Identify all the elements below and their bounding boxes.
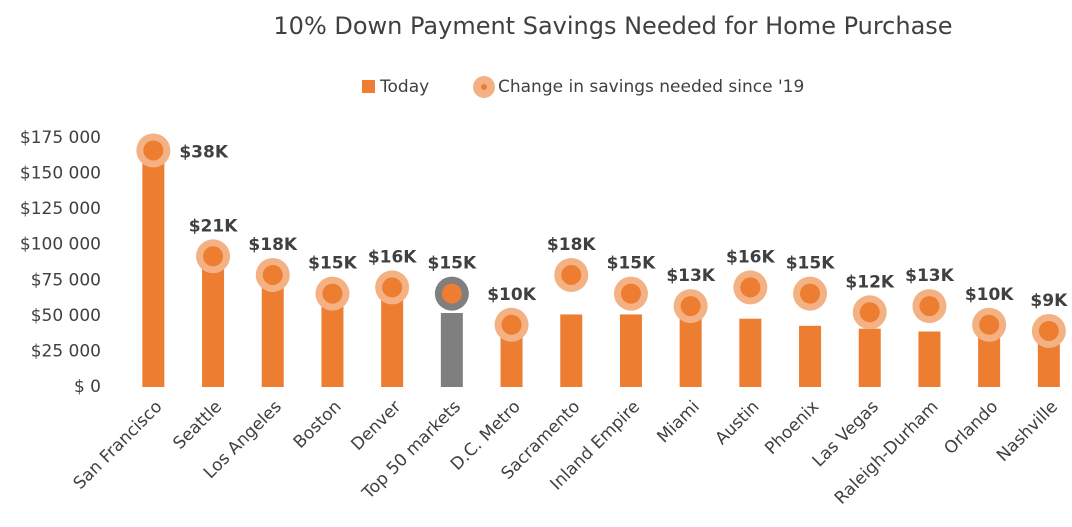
change-dot (203, 246, 224, 267)
bar (619, 314, 642, 387)
value-label: $18K (248, 235, 297, 255)
value-label: $15K (308, 254, 357, 274)
value-label: $13K (905, 266, 954, 286)
change-dot (1038, 320, 1059, 341)
y-tick-label: $25 000 (31, 341, 101, 361)
bar (739, 318, 762, 387)
change-dot (501, 314, 522, 335)
value-label: $15K (428, 254, 477, 274)
value-label: $12K (845, 272, 894, 292)
bar (858, 328, 881, 387)
value-label: $15K (786, 254, 835, 274)
change-dot (322, 283, 343, 304)
y-tick-label: $175 000 (20, 128, 101, 148)
bar (142, 152, 165, 387)
change-dot (740, 277, 761, 298)
change-dot (919, 296, 940, 317)
change-dot (441, 283, 462, 304)
x-tick-label: Seattle (169, 397, 226, 454)
value-label: $38K (179, 142, 228, 162)
x-tick-label: Nashville (993, 397, 1062, 466)
y-tick-label: $150 000 (20, 164, 101, 184)
x-tick-label: Miami (653, 397, 703, 447)
bar (261, 277, 284, 387)
value-label: $21K (189, 216, 238, 236)
y-tick-label: $100 000 (20, 235, 101, 255)
value-label: $9K (1030, 291, 1068, 311)
y-tick-label: $75 000 (31, 270, 101, 290)
bar (799, 325, 822, 387)
change-dot (680, 296, 701, 317)
x-tick-label: Denver (347, 397, 405, 455)
x-tick-label: Orlando (940, 397, 1002, 459)
y-tick-label: $125 000 (20, 199, 101, 219)
x-tick-label: San Francisco (70, 397, 167, 494)
x-tick-label: Raleigh-Durham (831, 397, 943, 509)
bar (321, 294, 344, 387)
x-tick-label: Austin (711, 397, 763, 449)
bar (440, 313, 463, 387)
change-dot (979, 314, 1000, 335)
bar (978, 330, 1001, 387)
change-dot (262, 264, 283, 285)
change-dot (859, 302, 880, 323)
change-dot (561, 264, 582, 285)
bar (202, 258, 225, 387)
value-label: $10K (965, 285, 1014, 305)
y-tick-label: $50 000 (31, 306, 101, 326)
legend-swatch (362, 80, 375, 93)
bar (500, 327, 523, 387)
x-tick-label: Boston (290, 397, 346, 453)
value-label: $18K (547, 235, 596, 255)
legend: Today Change in savings needed since '19 (362, 76, 804, 98)
bar (679, 308, 702, 387)
change-dot (382, 277, 403, 298)
change-dot (800, 283, 821, 304)
change-dot (620, 283, 641, 304)
chart-title: 10% Down Payment Savings Needed for Home… (273, 12, 952, 40)
bar (918, 331, 941, 387)
legend-label: Change in savings needed since '19 (498, 77, 804, 97)
value-label: $15K (607, 254, 656, 274)
value-label: $13K (666, 266, 715, 286)
value-label: $16K (368, 247, 417, 267)
legend-swatch (481, 84, 487, 90)
bar (560, 314, 583, 387)
bar (1037, 334, 1060, 387)
legend-label: Today (379, 77, 429, 97)
x-tick-label: Phoenix (761, 397, 823, 459)
value-label: $10K (487, 285, 536, 305)
value-label: $16K (726, 247, 775, 267)
bar (381, 290, 404, 387)
y-tick-label: $ 0 (74, 377, 101, 397)
change-dot (143, 140, 164, 161)
